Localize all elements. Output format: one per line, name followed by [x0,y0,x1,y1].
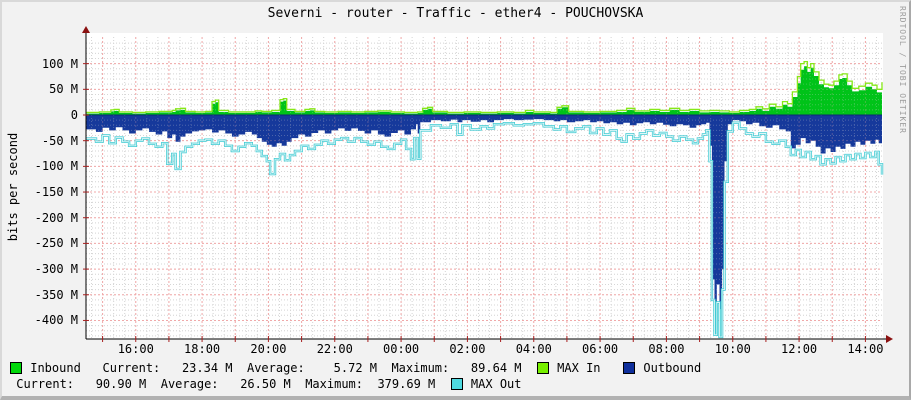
x-tick-label: 22:00 [316,342,353,356]
y-tick-label: -100 M [34,159,78,174]
x-tick-label: 16:00 [117,342,154,356]
y-tick-label: -400 M [34,313,78,328]
y-axis-arrow [82,26,90,33]
y-tick-label: 100 M [41,56,78,71]
y-tick-label: -150 M [34,185,78,200]
x-tick-label: 20:00 [250,342,287,356]
max-in-swatch [536,362,549,374]
y-tick-label: 50 M [49,82,78,97]
legend-text: Outbound [636,361,702,375]
x-tick-label: 04:00 [515,342,552,356]
legend-text: Current: 90.90 M Average: 26.50 M Maximu… [9,377,450,391]
x-tick-label: 10:00 [714,342,751,356]
max-out-swatch [450,378,463,390]
y-tick-label: -50 M [41,133,78,148]
max-out-line-core [86,122,883,338]
grid-overlay [86,37,882,339]
legend-text: MAX In [549,361,623,375]
legend-text: Inbound Current: 23.34 M Average: 5.72 M… [23,361,536,375]
y-tick-label: 0 [70,108,78,122]
inbound-swatch [10,362,22,374]
graph-title: Severni - router - Traffic - ether4 - PO… [267,6,644,21]
outbound-swatch [623,362,636,374]
outbound-area [86,115,882,311]
x-axis-arrow [886,335,893,343]
x-tick-label: 08:00 [648,342,685,356]
y-tick-label: -300 M [34,262,78,277]
x-tick-label: 14:00 [847,342,884,356]
rrdtool-watermark: RRDTOOL / TOBI OETIKER [898,6,907,134]
legend-text: MAX Out [463,377,522,391]
x-tick-label: 12:00 [781,342,818,356]
y-tick-label: -250 M [34,236,78,251]
x-tick-label: 00:00 [383,342,420,356]
x-tick-label: 06:00 [582,342,619,356]
x-tick-label: 18:00 [184,342,221,356]
legend-row-2: Current: 90.90 M Average: 26.50 M Maximu… [9,377,522,391]
grid-lines [86,37,882,339]
inbound-area [86,66,882,115]
y-tick-label: -200 M [34,210,78,225]
max-in-line [86,60,883,114]
y-tick-label: -350 M [34,287,78,302]
plot-background [86,33,883,339]
x-tick-label: 02:00 [449,342,486,356]
legend-row-1: Inbound Current: 23.34 M Average: 5.72 M… [9,361,701,375]
